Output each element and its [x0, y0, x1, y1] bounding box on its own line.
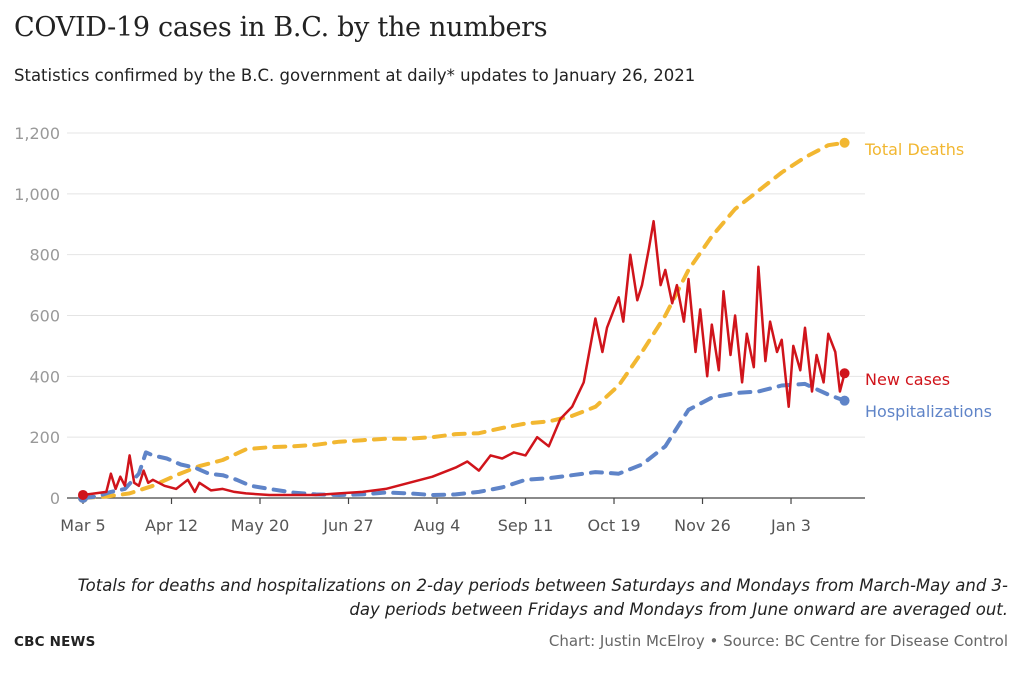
- series-label-total-deaths: Total Deaths: [864, 140, 964, 159]
- series-end-point-hospitalizations: [839, 395, 850, 406]
- x-tick-label: Mar 5: [60, 516, 105, 535]
- x-tick-label: Apr 12: [145, 516, 198, 535]
- series-label-hospitalizations: Hospitalizations: [865, 402, 992, 421]
- brand-logo-text: CBC NEWS: [14, 634, 96, 650]
- series-line-new-cases: [81, 219, 846, 497]
- y-tick-label: 600: [29, 307, 60, 326]
- series-line-total-deaths: [81, 140, 847, 500]
- series-line-hospitalizations: [81, 381, 847, 500]
- x-tick-label: Aug 4: [414, 516, 461, 535]
- series-label-new-cases: New cases: [865, 370, 950, 389]
- y-tick-label: 1,200: [14, 124, 60, 143]
- series-end-point-total-deaths: [839, 137, 850, 148]
- x-axis: Mar 5 Apr 12 May 20 Jun 27 Aug 4 Sep 11 Oct 19…: [60, 498, 811, 535]
- x-tick-label: Nov 26: [674, 516, 731, 535]
- series-end-point-new-cases: [839, 368, 850, 379]
- chart-footnote: Totals for deaths and hospitalizations o…: [77, 576, 1008, 619]
- x-tick-label: May 20: [231, 516, 290, 535]
- y-tick-label: 200: [29, 428, 60, 447]
- y-axis: 0 200 400 600 800 1,000 1,200: [14, 124, 60, 508]
- series-labels: Total Deaths Hospitalizations New cases: [864, 140, 992, 421]
- y-tick-label: 800: [29, 246, 60, 265]
- x-tick-label: Jan 3: [770, 516, 811, 535]
- gridlines: [67, 132, 865, 499]
- chart-subtitle: Statistics confirmed by the B.C. governm…: [14, 66, 696, 85]
- x-tick-label: Oct 19: [587, 516, 640, 535]
- y-tick-label: 1,000: [14, 185, 60, 204]
- chart-title: COVID-19 cases in B.C. by the numbers: [14, 12, 548, 43]
- chart-credit: Chart: Justin McElroy • Source: BC Centr…: [548, 632, 1008, 650]
- x-tick-label: Jun 27: [322, 516, 373, 535]
- series-start-point-new-cases: [78, 489, 88, 500]
- x-tick-label: Sep 11: [498, 516, 554, 535]
- series-lines: [78, 137, 850, 503]
- y-tick-label: 0: [50, 489, 60, 508]
- y-tick-label: 400: [29, 367, 60, 386]
